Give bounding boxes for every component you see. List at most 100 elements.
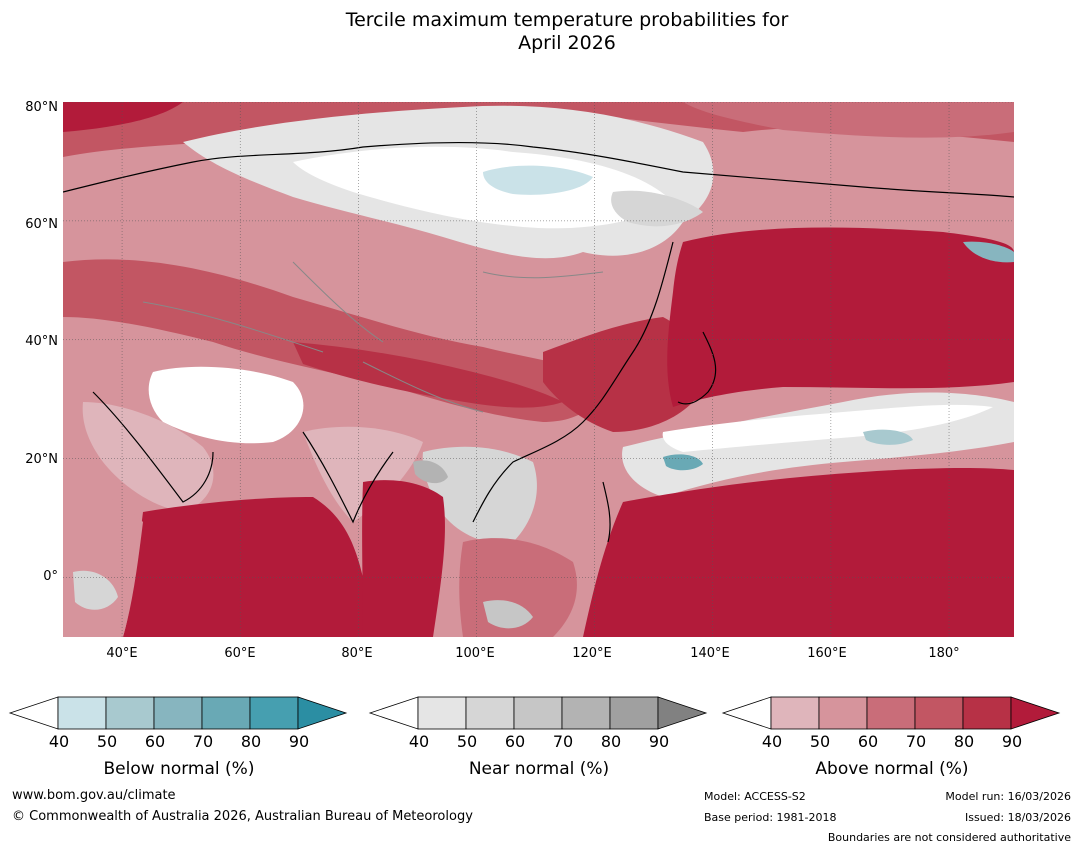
coastline-outline-philippines <box>602 481 611 543</box>
middle-east-white-region <box>148 366 304 444</box>
lat-label-0: 0° <box>43 569 58 584</box>
maritime-continent-gray-patch <box>483 600 533 629</box>
chart-title: Tercile maximum temperature probabilitie… <box>0 9 1081 55</box>
map-gridlines <box>63 102 1014 637</box>
bering-below-normal-patch <box>963 241 1014 263</box>
colorbar-extend-high <box>1010 696 1061 730</box>
chart-title-line-1: Tercile maximum temperature probabilitie… <box>345 9 789 31</box>
colorbar-segment <box>561 696 611 730</box>
colorbar-below-normal-label: Below normal (%) <box>103 759 255 779</box>
colorbar-near-normal-svg <box>368 696 708 730</box>
cbar-below-tick-80: 80 <box>240 732 262 751</box>
cbar-near-tick-70: 70 <box>552 732 574 751</box>
cbar-below-tick-50: 50 <box>96 732 118 751</box>
footer-disclaimer: Boundaries are not considered authoritat… <box>827 831 1071 844</box>
colorbar-segment <box>153 696 203 730</box>
siberia-gray-patch <box>611 190 703 227</box>
footer-model-run: Model run: 16/03/2026 <box>945 790 1071 803</box>
subtropical-pacific-below-normal-patch <box>663 454 703 471</box>
siberia-white-region <box>293 146 673 229</box>
cbar-near-tick-40: 40 <box>408 732 430 751</box>
indochina-darker-patch <box>413 460 448 484</box>
colorbar-above-normal-label: Above normal (%) <box>815 759 969 779</box>
colorbar-above-normal-svg <box>721 696 1061 730</box>
cbar-below-tick-60: 60 <box>144 732 166 751</box>
colorbar-near-normal <box>368 696 708 730</box>
colorbar-extend-low <box>721 696 772 730</box>
cbar-above-tick-80: 80 <box>953 732 975 751</box>
colorbar-segment <box>249 696 299 730</box>
indian-ocean-above-normal-region <box>123 497 373 637</box>
map-svg <box>63 102 1014 637</box>
colorbar-segment <box>914 696 964 730</box>
subtropical-pacific-white-band <box>662 404 993 452</box>
lon-label-140e: 140°E <box>690 646 730 661</box>
cbar-near-tick-50: 50 <box>456 732 478 751</box>
footer-base-period: Base period: 1981-2018 <box>704 811 837 824</box>
siberia-below-normal-patch <box>483 165 593 195</box>
coastline-outline-arabia <box>92 391 214 503</box>
lon-label-40e: 40°E <box>106 646 138 661</box>
cbar-above-tick-70: 70 <box>905 732 927 751</box>
cbar-above-tick-50: 50 <box>809 732 831 751</box>
probability-map <box>63 102 1014 637</box>
lon-label-60e: 60°E <box>224 646 256 661</box>
colorbar-extend-low <box>368 696 419 730</box>
tropical-west-pacific-strong-region <box>583 467 1014 637</box>
coastline-outline-japan <box>677 331 717 405</box>
lon-label-80e: 80°E <box>341 646 373 661</box>
footer-issued: Issued: 18/03/2026 <box>964 811 1071 824</box>
colorbar-below-normal <box>8 696 348 730</box>
cbar-below-tick-70: 70 <box>192 732 214 751</box>
chart-title-line-2: April 2026 <box>518 32 616 54</box>
colorbar-segment <box>201 696 251 730</box>
coastline-outline <box>63 141 1014 198</box>
country-borders <box>142 261 604 413</box>
cbar-near-tick-60: 60 <box>504 732 526 751</box>
cbar-below-tick-40: 40 <box>48 732 70 751</box>
footer-model: Model: ACCESS-S2 <box>704 790 806 803</box>
indochina-near-normal-region <box>422 446 537 543</box>
lon-label-120e: 120°E <box>572 646 612 661</box>
colorbar-extend-high <box>297 696 348 730</box>
colorbar-segment <box>513 696 563 730</box>
coastline-outline-india <box>302 431 394 524</box>
arctic-strong-region <box>63 102 183 132</box>
colorbar-segment <box>609 696 659 730</box>
colorbar-segment <box>465 696 515 730</box>
cbar-above-tick-60: 60 <box>857 732 879 751</box>
colorbar-extend-high <box>657 696 708 730</box>
footer-copyright: © Commonwealth of Australia 2026, Austra… <box>12 809 473 824</box>
cbar-above-tick-90: 90 <box>1001 732 1023 751</box>
lat-label-80n: 80°N <box>25 100 58 115</box>
lon-label-100e: 100°E <box>455 646 495 661</box>
subtropical-pacific-light-blue-patch <box>863 429 913 445</box>
colorbar-segment <box>962 696 1012 730</box>
lon-label-160e: 160°E <box>807 646 847 661</box>
colorbar-segment <box>417 696 467 730</box>
tibet-strong-region <box>293 342 563 408</box>
colorbar-segment <box>57 696 107 730</box>
india-light-region <box>303 426 423 522</box>
coastline-outline-asia <box>472 241 674 523</box>
colorbar-segment <box>105 696 155 730</box>
bay-of-bengal-strong-region <box>362 480 445 637</box>
china-east-strong-region <box>543 317 697 432</box>
northwest-pacific-strong-region <box>667 227 1014 407</box>
colorbar-segment <box>770 696 820 730</box>
cbar-near-tick-90: 90 <box>648 732 670 751</box>
colorbar-segment <box>818 696 868 730</box>
arabia-light-region <box>82 402 214 512</box>
cbar-near-tick-80: 80 <box>600 732 622 751</box>
lon-label-180: 180° <box>928 646 960 661</box>
lat-label-40n: 40°N <box>25 334 58 349</box>
cbar-above-tick-40: 40 <box>761 732 783 751</box>
colorbar-above-normal <box>721 696 1061 730</box>
colorbar-segment <box>866 696 916 730</box>
colorbar-near-normal-label: Near normal (%) <box>468 759 610 779</box>
lat-label-60n: 60°N <box>25 217 58 232</box>
east-africa-gray-patch <box>73 570 118 610</box>
cbar-below-tick-90: 90 <box>288 732 310 751</box>
footer-website: www.bom.gov.au/climate <box>12 788 176 803</box>
colorbar-extend-low <box>8 696 59 730</box>
